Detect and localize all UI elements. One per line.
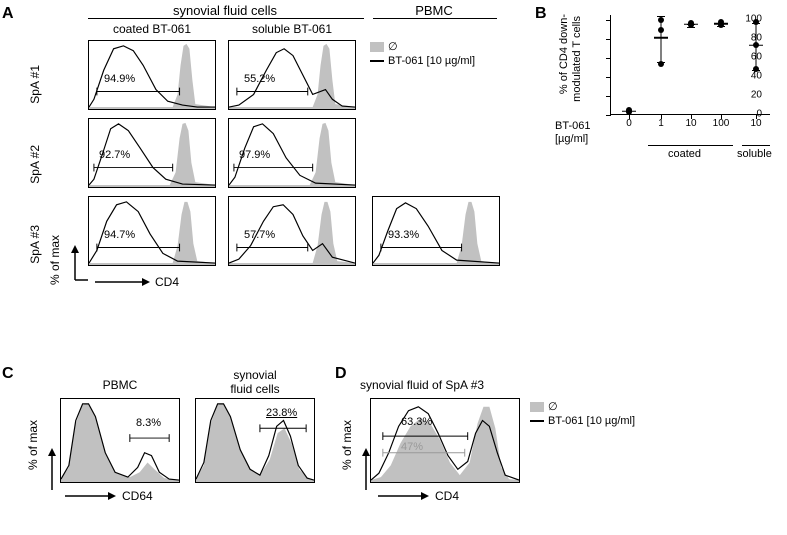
legend-treat: BT-061 [10 µg/ml] [370, 55, 475, 67]
panel-c-y-axis: % of max [26, 420, 40, 470]
panel-d-xarrow [378, 490, 433, 505]
panel-d-x-axis: CD4 [435, 489, 459, 503]
legend-line-black-d [530, 420, 544, 422]
panel-d-title: synovial fluid of SpA #3 [360, 378, 530, 392]
histogram-r2c1: 92.7% [88, 118, 216, 188]
gate-c1: 8.3% [136, 417, 161, 429]
y-tick [606, 39, 611, 40]
gate-r3c2: 57.7% [244, 229, 275, 241]
panel-d-label: D [335, 365, 347, 383]
group-line-coated [648, 145, 733, 146]
group-line-soluble [742, 145, 770, 146]
error-bar [756, 23, 757, 71]
y-tick [606, 96, 611, 97]
legend-d-empty-label: ∅ [548, 400, 558, 413]
panel-b-x-unit: [µg/ml] [555, 133, 588, 145]
panel-d-yarrow [354, 448, 374, 496]
hist-fill [61, 404, 179, 482]
gate-d1: 63.3% [401, 416, 432, 428]
histogram-r1c2: 55.2% [228, 40, 356, 110]
row-label-1: SpA #1 [28, 65, 42, 104]
panel-b-label: B [535, 5, 547, 23]
histogram-d: 63.3% 47% [370, 398, 520, 483]
histogram-r1c1: 94.9% [88, 40, 216, 110]
panel-d-legend: ∅ BT-061 [10 µg/ml] [530, 400, 635, 429]
hist-fill [371, 407, 519, 482]
divider-line [88, 18, 364, 19]
x-tick-label: 0 [626, 118, 632, 129]
panel-a-col2-title: soluble BT-061 [228, 22, 356, 36]
gate-c2: 23.8% [266, 407, 297, 419]
legend-line-black [370, 60, 384, 62]
y-tick [606, 115, 611, 116]
histogram-c2: 23.8% [195, 398, 315, 483]
error-cap [687, 24, 695, 25]
panel-a-title-synovial: synovial fluid cells [95, 3, 355, 18]
legend-empty: ∅ [370, 40, 475, 53]
error-cap [657, 16, 665, 17]
y-tick [606, 58, 611, 59]
error-cap [717, 23, 725, 24]
error-cap [717, 26, 725, 27]
legend-treat-label: BT-061 [10 µg/ml] [388, 55, 475, 67]
gate-r1c1: 94.9% [104, 73, 135, 85]
legend-d-treat-label: BT-061 [10 µg/ml] [548, 415, 635, 427]
divider-line-pbmc [373, 18, 497, 19]
panel-a-x-arrow [95, 276, 155, 291]
panel-b-y-axis-1: % of CD4 down- [558, 14, 570, 94]
panel-a-axes [60, 245, 90, 288]
gate-r2c1: 92.7% [99, 149, 130, 161]
panel-b-x-main: BT-061 [555, 120, 590, 132]
panel-c-yarrow [40, 448, 60, 496]
panel-c-title1: PBMC [60, 378, 180, 392]
panel-b-y-axis-2: modulated T cells [571, 16, 583, 102]
error-cap [752, 70, 760, 71]
y-tick-label: 20 [751, 89, 762, 100]
row-label-3: SpA #3 [28, 225, 42, 264]
gate-r3c1: 94.7% [104, 229, 135, 241]
histogram-c1: 8.3% [60, 398, 180, 483]
gate-d2: 47% [401, 441, 423, 453]
gate-r1c2: 55.2% [244, 73, 275, 85]
gate-r3c3: 93.3% [388, 229, 419, 241]
histogram-r2c2: 97.9% [228, 118, 356, 188]
group-label-coated: coated [668, 148, 701, 160]
panel-a-x-axis: CD4 [155, 275, 179, 289]
legend-swatch-gray [370, 42, 384, 52]
panel-c-title2a: synovial [195, 368, 315, 382]
panel-c-xarrow [65, 490, 120, 505]
histogram-r3c2: 57.7% [228, 196, 356, 266]
x-tick-label: 1 [658, 118, 664, 129]
legend-swatch-gray-d [530, 402, 544, 412]
group-label-soluble: soluble [737, 148, 772, 160]
error-bar [661, 16, 662, 62]
histogram-r3c1: 94.7% [88, 196, 216, 266]
row-label-2: SpA #2 [28, 145, 42, 184]
error-cap [752, 23, 760, 24]
panel-c-x-axis: CD64 [122, 489, 153, 503]
x-tick-label: 10 [750, 118, 761, 129]
legend-d-empty: ∅ [530, 400, 635, 413]
panel-c-label: C [2, 365, 14, 383]
gate-r2c2: 97.9% [239, 149, 270, 161]
mean-bar [622, 110, 636, 112]
panel-c-title2b: fluid cells [195, 382, 315, 396]
legend-d-treat: BT-061 [10 µg/ml] [530, 415, 635, 427]
histogram-r3c3: 93.3% [372, 196, 500, 266]
panel-d-y-axis: % of max [340, 420, 354, 470]
y-tick [606, 77, 611, 78]
x-tick-label: 10 [685, 118, 696, 129]
panel-a-title-pbmc: PBMC [370, 3, 498, 18]
panel-a-col1-title: coated BT-061 [88, 22, 216, 36]
panel-a-y-axis: % of max [48, 235, 62, 285]
y-tick [606, 20, 611, 21]
panel-b-scatter: 020406080100011010010 [610, 15, 770, 115]
panel-a-label: A [2, 5, 14, 23]
error-cap [687, 27, 695, 28]
panel-a-legend: ∅ BT-061 [10 µg/ml] [370, 40, 475, 69]
legend-empty-label: ∅ [388, 40, 398, 53]
error-cap [657, 62, 665, 63]
x-tick-label: 100 [713, 118, 730, 129]
